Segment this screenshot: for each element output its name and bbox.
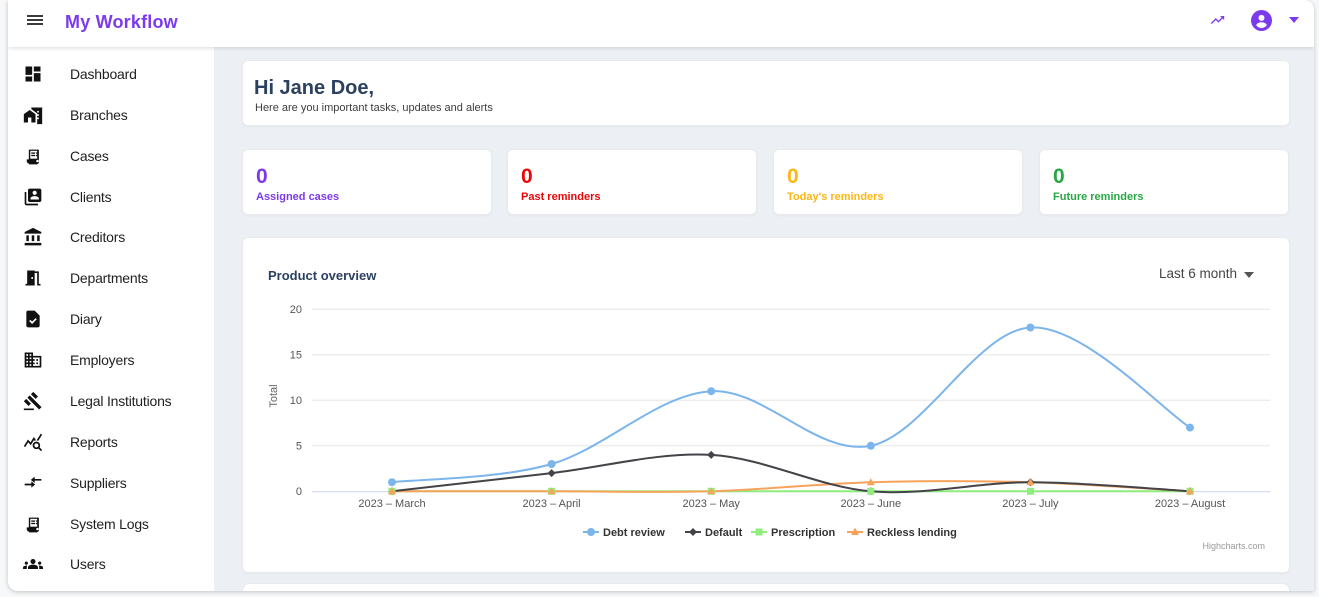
svg-text:2023 – June: 2023 – June xyxy=(841,498,902,510)
svg-text:Reckless lending: Reckless lending xyxy=(867,527,957,539)
svg-text:10: 10 xyxy=(290,395,302,407)
svg-text:5: 5 xyxy=(296,441,302,453)
svg-text:Total: Total xyxy=(268,384,280,407)
svg-text:2023 – August: 2023 – August xyxy=(1155,498,1225,510)
svg-text:Default: Default xyxy=(705,527,743,539)
svg-text:15: 15 xyxy=(290,350,302,362)
svg-text:2023 – July: 2023 – July xyxy=(1002,498,1059,510)
svg-text:2023 – April: 2023 – April xyxy=(523,498,581,510)
svg-text:2023 – May: 2023 – May xyxy=(682,498,740,510)
svg-text:Debt review: Debt review xyxy=(603,527,665,539)
svg-text:2023 – March: 2023 – March xyxy=(358,498,425,510)
svg-text:20: 20 xyxy=(290,304,302,316)
svg-text:Prescription: Prescription xyxy=(771,527,835,539)
svg-text:0: 0 xyxy=(296,486,302,498)
